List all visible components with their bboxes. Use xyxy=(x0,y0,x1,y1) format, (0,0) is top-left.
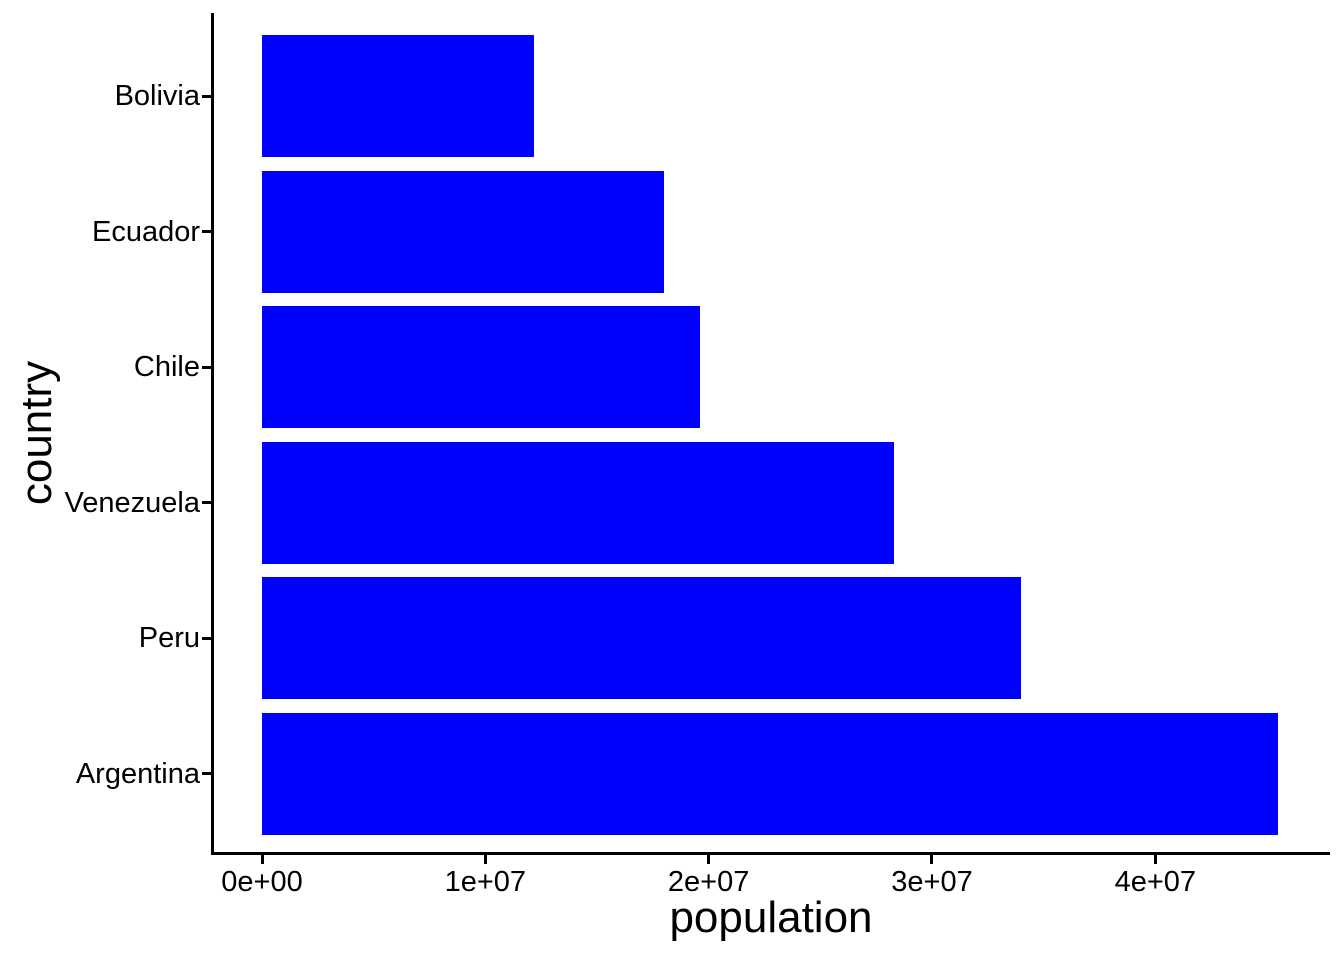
bar-peru xyxy=(262,577,1022,699)
x-axis-line xyxy=(211,852,1330,855)
x-tick-label-2e+07: 2e+07 xyxy=(667,866,750,898)
bar-bolivia xyxy=(262,35,535,157)
bar-ecuador xyxy=(262,170,664,293)
x-tick-0e+00 xyxy=(260,855,264,864)
y-tick-bolivia xyxy=(202,94,211,98)
y-tick-label-ecuador: Ecuador xyxy=(91,215,200,248)
y-tick-label-bolivia: Bolivia xyxy=(114,80,200,112)
y-tick-venezuela xyxy=(202,501,211,504)
y-tick-chile xyxy=(202,365,211,369)
x-tick-label-3e+07: 3e+07 xyxy=(891,866,973,898)
y-tick-label-venezuela: Venezuela xyxy=(64,486,200,519)
bar-argentina xyxy=(262,712,1279,835)
bar-venezuela xyxy=(262,441,895,564)
y-tick-argentina xyxy=(202,772,211,775)
bar-chile xyxy=(262,306,700,428)
x-tick-2e+07 xyxy=(707,855,711,864)
x-tick-label-0e+00: 0e+00 xyxy=(221,866,303,898)
y-tick-ecuador xyxy=(202,230,211,233)
y-tick-label-chile: Chile xyxy=(133,351,200,383)
x-axis-title: population xyxy=(669,893,873,942)
x-tick-label-4e+07: 4e+07 xyxy=(1114,866,1197,898)
y-axis-title: country xyxy=(12,360,61,506)
x-tick-3e+07 xyxy=(930,855,934,864)
y-axis-line xyxy=(211,13,214,855)
x-tick-1e+07 xyxy=(483,855,487,864)
x-tick-label-1e+07: 1e+07 xyxy=(444,866,527,898)
y-tick-peru xyxy=(202,636,211,640)
x-tick-4e+07 xyxy=(1153,855,1157,864)
y-tick-label-peru: Peru xyxy=(138,622,200,654)
y-tick-label-argentina: Argentina xyxy=(75,757,200,790)
